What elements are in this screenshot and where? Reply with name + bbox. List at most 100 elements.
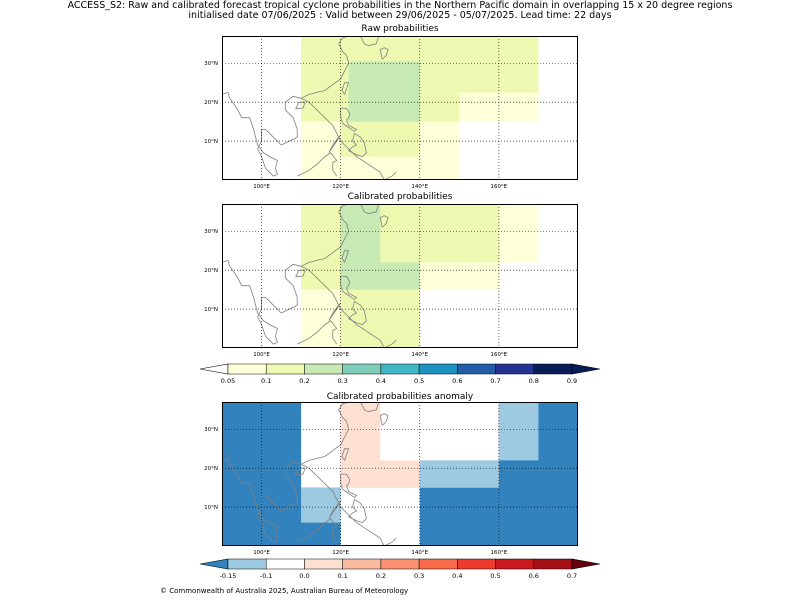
y-tick-label: 20°N [204,466,218,472]
panel-title-anomaly: Calibrated probabilities anomaly [326,392,474,402]
probability-cell-5 [340,204,381,263]
probability-cell-5 [348,61,420,122]
colorbar-swatch-6 [457,558,496,570]
coastline-4 [341,448,350,461]
coastline-10 [384,171,397,181]
map-frame [222,402,578,546]
colorbar-under-arrow [199,558,229,570]
coastline-8 [328,302,342,322]
coastline-10 [384,339,397,349]
colorbar-swatch-2 [304,363,343,375]
x-tick-label: 160°E [491,550,508,556]
colorbar-label: 0.5 [490,572,500,580]
colorbar-swatch-8 [533,558,573,570]
colorbar-swatch-2 [304,558,343,570]
y-tick-label: 10°N [204,139,218,145]
coastline-3 [379,215,389,228]
y-tick-label: 30°N [204,61,218,67]
coastline-6 [340,473,358,498]
coastline-1 [300,35,350,99]
coastline-5 [295,269,306,278]
x-tick-label: 140°E [411,184,428,190]
coastline-4 [341,82,350,95]
coastline-0 [221,259,385,349]
x-tick-label: 120°E [332,550,349,556]
coastline-3 [379,413,389,426]
colorbar-swatch-4 [380,558,420,570]
colorbar-label: -0.1 [260,572,273,580]
probability-cell-5 [301,487,341,523]
colorbar-swatch-4 [380,363,420,375]
calibrated-probabilities-map: 100°E 120°E 140°E 160°E 10°N 20°N 30°N [204,203,578,358]
raw-probabilities-map: 100°E 120°E 140°E 160°E 10°N 20°N 30°N [204,35,578,190]
colorbar-swatch-3 [342,558,382,570]
x-tick-label: 140°E [411,352,428,358]
coastline-0 [221,457,385,547]
y-tick-label: 20°N [204,268,218,274]
anomaly-map: 100°E 120°E 140°E 160°E 10°N 20°N 30°N [204,401,578,556]
coastline-5 [295,467,306,476]
coastline-10 [384,537,397,547]
coastline-1 [300,401,350,465]
map-frame [222,204,578,348]
x-tick-label: 100°E [253,352,270,358]
probability-cell-1 [340,402,381,461]
colorbar-swatch-7 [495,558,535,570]
probability-colorbar: 0.05 0.1 0.2 0.3 0.4 0.5 0.6 0.7 0.8 0.9 [199,362,601,394]
colorbar-label: 0.1 [337,572,347,580]
colorbar-label: -0.15 [220,572,237,580]
colorbar-label: 0.7 [567,572,577,580]
colorbar-swatch-3 [342,363,382,375]
colorbar-label: 0.7 [490,377,500,385]
coastline-2 [360,401,379,413]
probability-cell-2 [340,460,420,488]
probability-cell-4 [498,402,539,461]
colorbar-label: 0.0 [299,572,309,580]
coastline-3 [379,47,389,60]
panel-title-calibrated: Calibrated probabilities [347,192,453,202]
coastline-5 [295,101,306,110]
colorbar-label: 0.6 [529,572,539,580]
coastline-0 [221,91,385,181]
y-tick-label: 20°N [204,100,218,106]
colorbar-label: 0.3 [414,572,424,580]
y-tick-label: 10°N [204,307,218,313]
colorbar-label: 0.3 [337,377,347,385]
colorbar-swatch-5 [418,363,458,375]
colorbar-swatch-6 [457,363,496,375]
panel-title-raw: Raw probabilities [361,24,439,34]
coastline-8 [328,134,342,154]
colorbar-label: 0.4 [376,377,386,385]
colorbar-over-arrow [571,363,601,375]
colorbar-label: 0.5 [414,377,424,385]
colorbar-label: 0.8 [529,377,539,385]
y-tick-label: 10°N [204,505,218,511]
probability-cell-6 [340,262,420,290]
colorbar-swatch-1 [265,363,305,375]
probability-cell-2 [419,262,499,290]
probability-cell-3 [419,460,499,488]
colorbar-label: 0.1 [261,377,271,385]
copyright-footer: © Commonwealth of Australia 2025, Austra… [160,587,409,595]
map-frame [222,36,578,180]
y-tick-label: 30°N [204,229,218,235]
probability-cell-4 [380,156,420,180]
y-tick-label: 30°N [204,427,218,433]
coastline-9 [297,320,338,345]
colorbar-label: 0.2 [299,377,309,385]
x-tick-label: 120°E [332,352,349,358]
x-tick-label: 160°E [491,352,508,358]
probability-cell-1 [498,204,539,263]
x-tick-label: 160°E [491,184,508,190]
colorbar-label: 0.6 [452,377,462,385]
colorbar-swatch-0 [227,558,267,570]
colorbar-swatch-5 [418,558,458,570]
x-tick-label: 140°E [411,550,428,556]
coastline-1 [300,203,350,267]
colorbar-swatch-0 [227,363,267,375]
coastline-9 [297,518,338,543]
x-tick-label: 100°E [253,184,270,190]
probability-cell-1 [459,92,539,122]
anomaly-colorbar: -0.15 -0.1 0.0 0.1 0.2 0.3 0.4 0.5 0.6 0.7 [199,557,601,589]
colorbar-swatch-8 [533,363,573,375]
